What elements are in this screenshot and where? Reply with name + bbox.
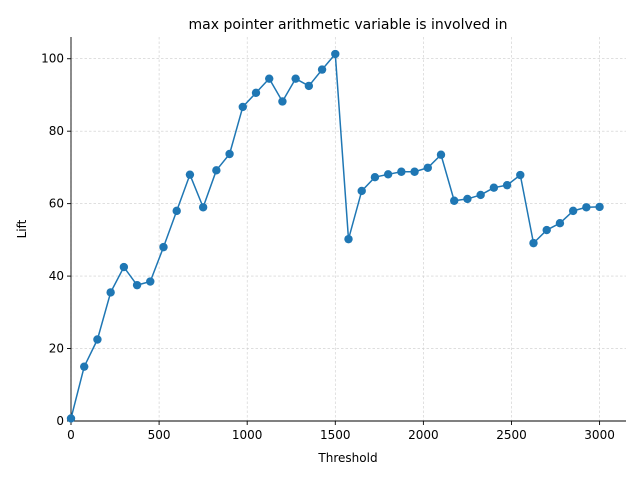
data-point [357,186,366,196]
y-ticks: 0 20 40 60 80 100 [41,52,71,428]
axes [70,37,626,422]
y-tick-label: 0 [56,414,64,428]
data-point [450,196,459,205]
data-point [132,280,142,290]
data-point [159,242,168,252]
data-point [397,167,406,176]
data-point [225,149,234,159]
data-point [383,170,393,179]
series [66,49,604,423]
data-point [331,49,340,59]
data-point [238,102,247,112]
data-point [291,74,300,83]
gridlines [70,37,626,422]
y-tick-label: 20 [49,342,64,356]
x-tick-label: 500 [148,428,171,442]
data-point [304,81,314,91]
x-ticks: 0 500 1000 1500 2000 2500 3000 [67,421,615,442]
data-point [529,238,538,248]
data-point [423,163,432,172]
data-point [172,206,181,216]
data-point [489,183,499,192]
data-point [146,277,155,286]
chart-title: max pointer arithmetic variable is invol… [189,17,508,33]
data-point [185,170,195,179]
data-point [198,203,208,212]
y-tick-label: 40 [49,269,64,283]
y-axis-label: Lift [15,219,29,238]
data-point [80,362,89,371]
data-point [317,65,327,74]
x-tick-label: 1000 [232,428,263,442]
x-axis-label: Threshold [317,451,377,465]
data-point [542,225,551,235]
x-tick-label: 3000 [584,428,615,442]
data-point [595,202,604,212]
data-point [344,234,353,244]
data-point [265,74,274,83]
data-point [410,167,419,176]
data-point [555,219,565,228]
data-point [66,414,76,423]
data-point [436,150,446,159]
y-tick-label: 80 [49,124,64,138]
data-point [93,335,102,344]
data-point [278,97,287,106]
y-tick-label: 60 [49,197,64,211]
data-point [582,203,591,212]
x-tick-label: 2500 [496,428,527,442]
data-point [106,288,115,297]
data-point [370,172,380,182]
data-point [212,166,221,175]
x-tick-label: 2000 [408,428,439,442]
data-point [568,206,578,216]
data-point [476,190,485,200]
x-tick-label: 0 [67,428,75,442]
x-tick-label: 1500 [320,428,351,442]
data-point [463,194,472,204]
data-point [502,180,512,190]
data-point [119,262,129,272]
data-point [251,88,261,97]
y-tick-label: 100 [41,52,64,66]
data-point [516,170,525,180]
